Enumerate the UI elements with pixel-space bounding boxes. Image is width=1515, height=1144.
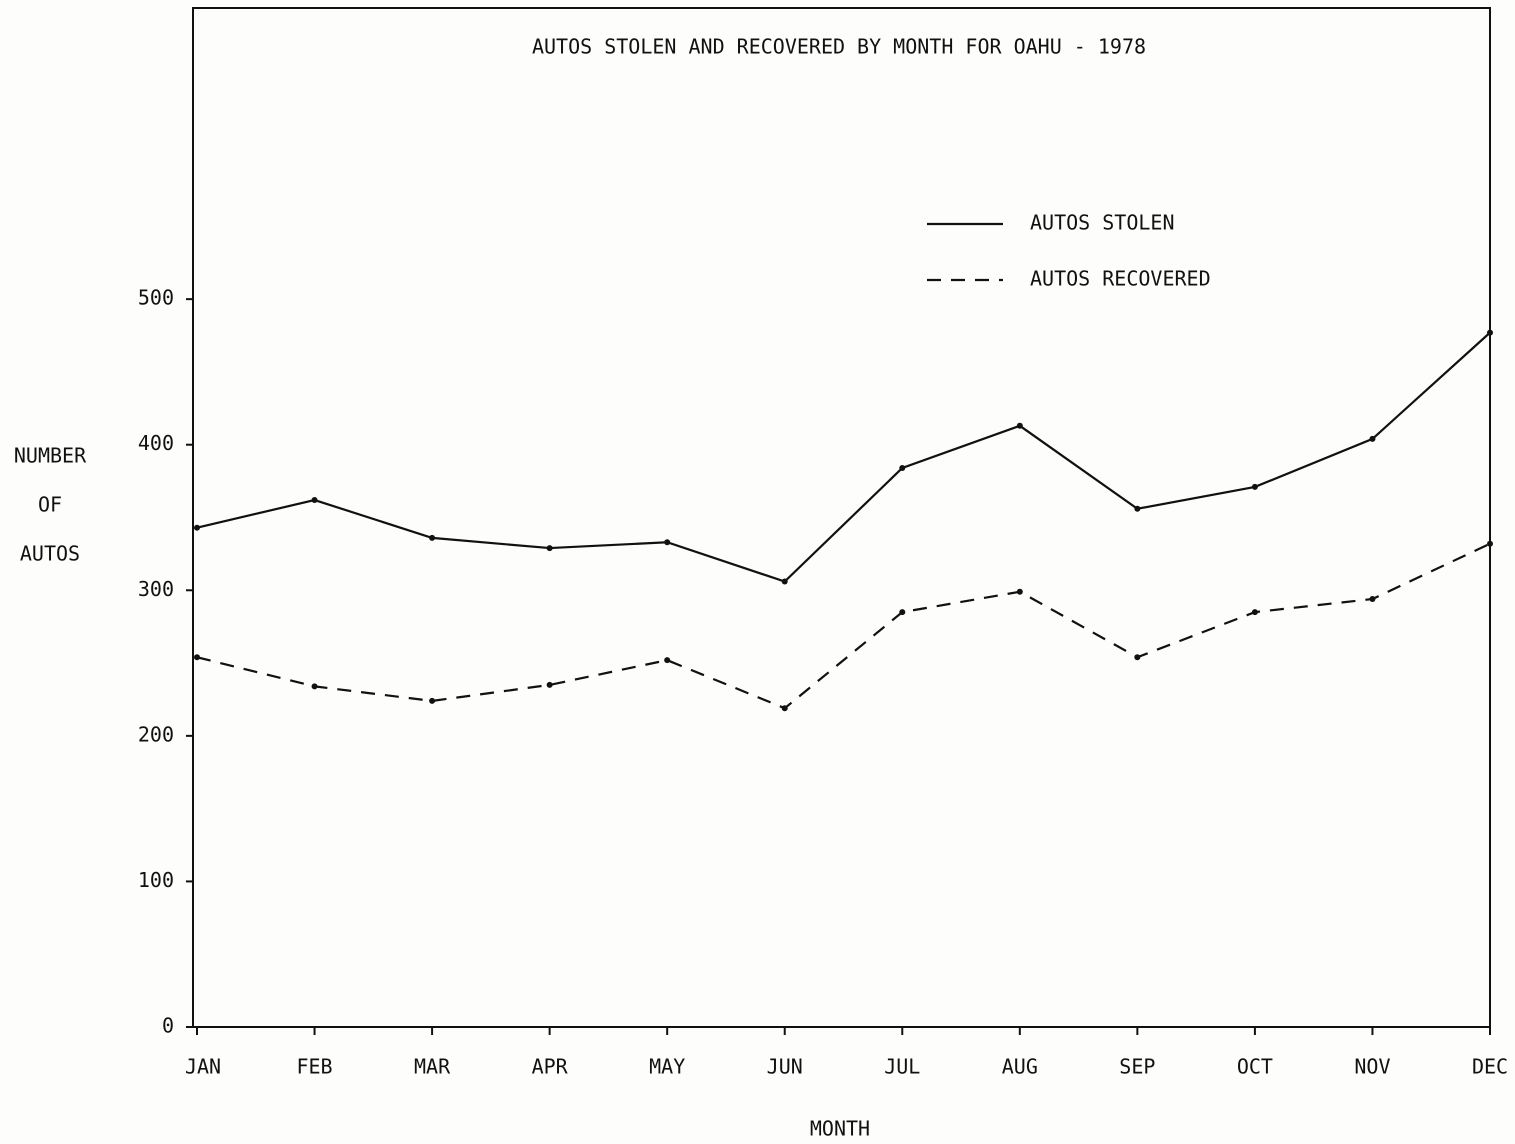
x-tick-label: APR [532,1055,569,1079]
point [311,497,318,504]
y-tick-label: 200 [138,722,174,746]
x-tick-label: OCT [1237,1055,1273,1079]
x-tick-label: MAR [414,1055,451,1079]
chart-title: AUTOS STOLEN AND RECOVERED BY MONTH FOR … [532,35,1146,59]
point [1016,422,1023,429]
point [899,465,906,472]
y-axis-label: OF [38,493,62,517]
point [1369,596,1376,603]
x-tick-label: NOV [1354,1055,1390,1079]
point [546,681,553,688]
point [1487,329,1493,336]
point [311,683,318,690]
x-tick-label: AUG [1002,1055,1038,1079]
y-tick-label: 0 [162,1014,174,1038]
point [1487,540,1493,547]
point [1369,435,1376,442]
point [781,705,788,712]
y-axis-label: AUTOS [20,542,80,566]
x-tick-label: JUN [767,1055,803,1079]
x-tick-label: SEP [1119,1055,1155,1079]
x-tick-label: JUL [884,1055,920,1079]
point [899,609,906,616]
y-tick-label: 100 [138,868,174,892]
point [1251,609,1258,616]
point [781,578,788,585]
point [546,545,553,552]
x-tick-label: JAN [185,1055,221,1079]
y-tick-label: 300 [138,577,174,601]
point [194,654,200,661]
point [429,697,436,704]
x-tick-label: DEC [1472,1055,1508,1079]
series-line [196,331,1491,583]
point [1016,588,1023,595]
plot-frame [192,7,1491,1028]
y-tick-label: 500 [138,286,174,310]
point [1134,654,1141,661]
legend-label: AUTOS STOLEN [1030,211,1175,235]
x-tick-label: MAY [649,1055,685,1079]
y-tick-label: 400 [138,431,174,455]
point [664,657,671,664]
point [1251,483,1258,490]
series-line [196,542,1491,710]
point [429,534,436,541]
point [664,539,671,546]
point [1134,505,1141,512]
y-axis-label: NUMBER [14,444,87,468]
point [194,524,200,531]
x-axis-label: MONTH [810,1117,870,1141]
x-tick-label: FEB [296,1055,332,1079]
legend-label: AUTOS RECOVERED [1030,267,1211,291]
